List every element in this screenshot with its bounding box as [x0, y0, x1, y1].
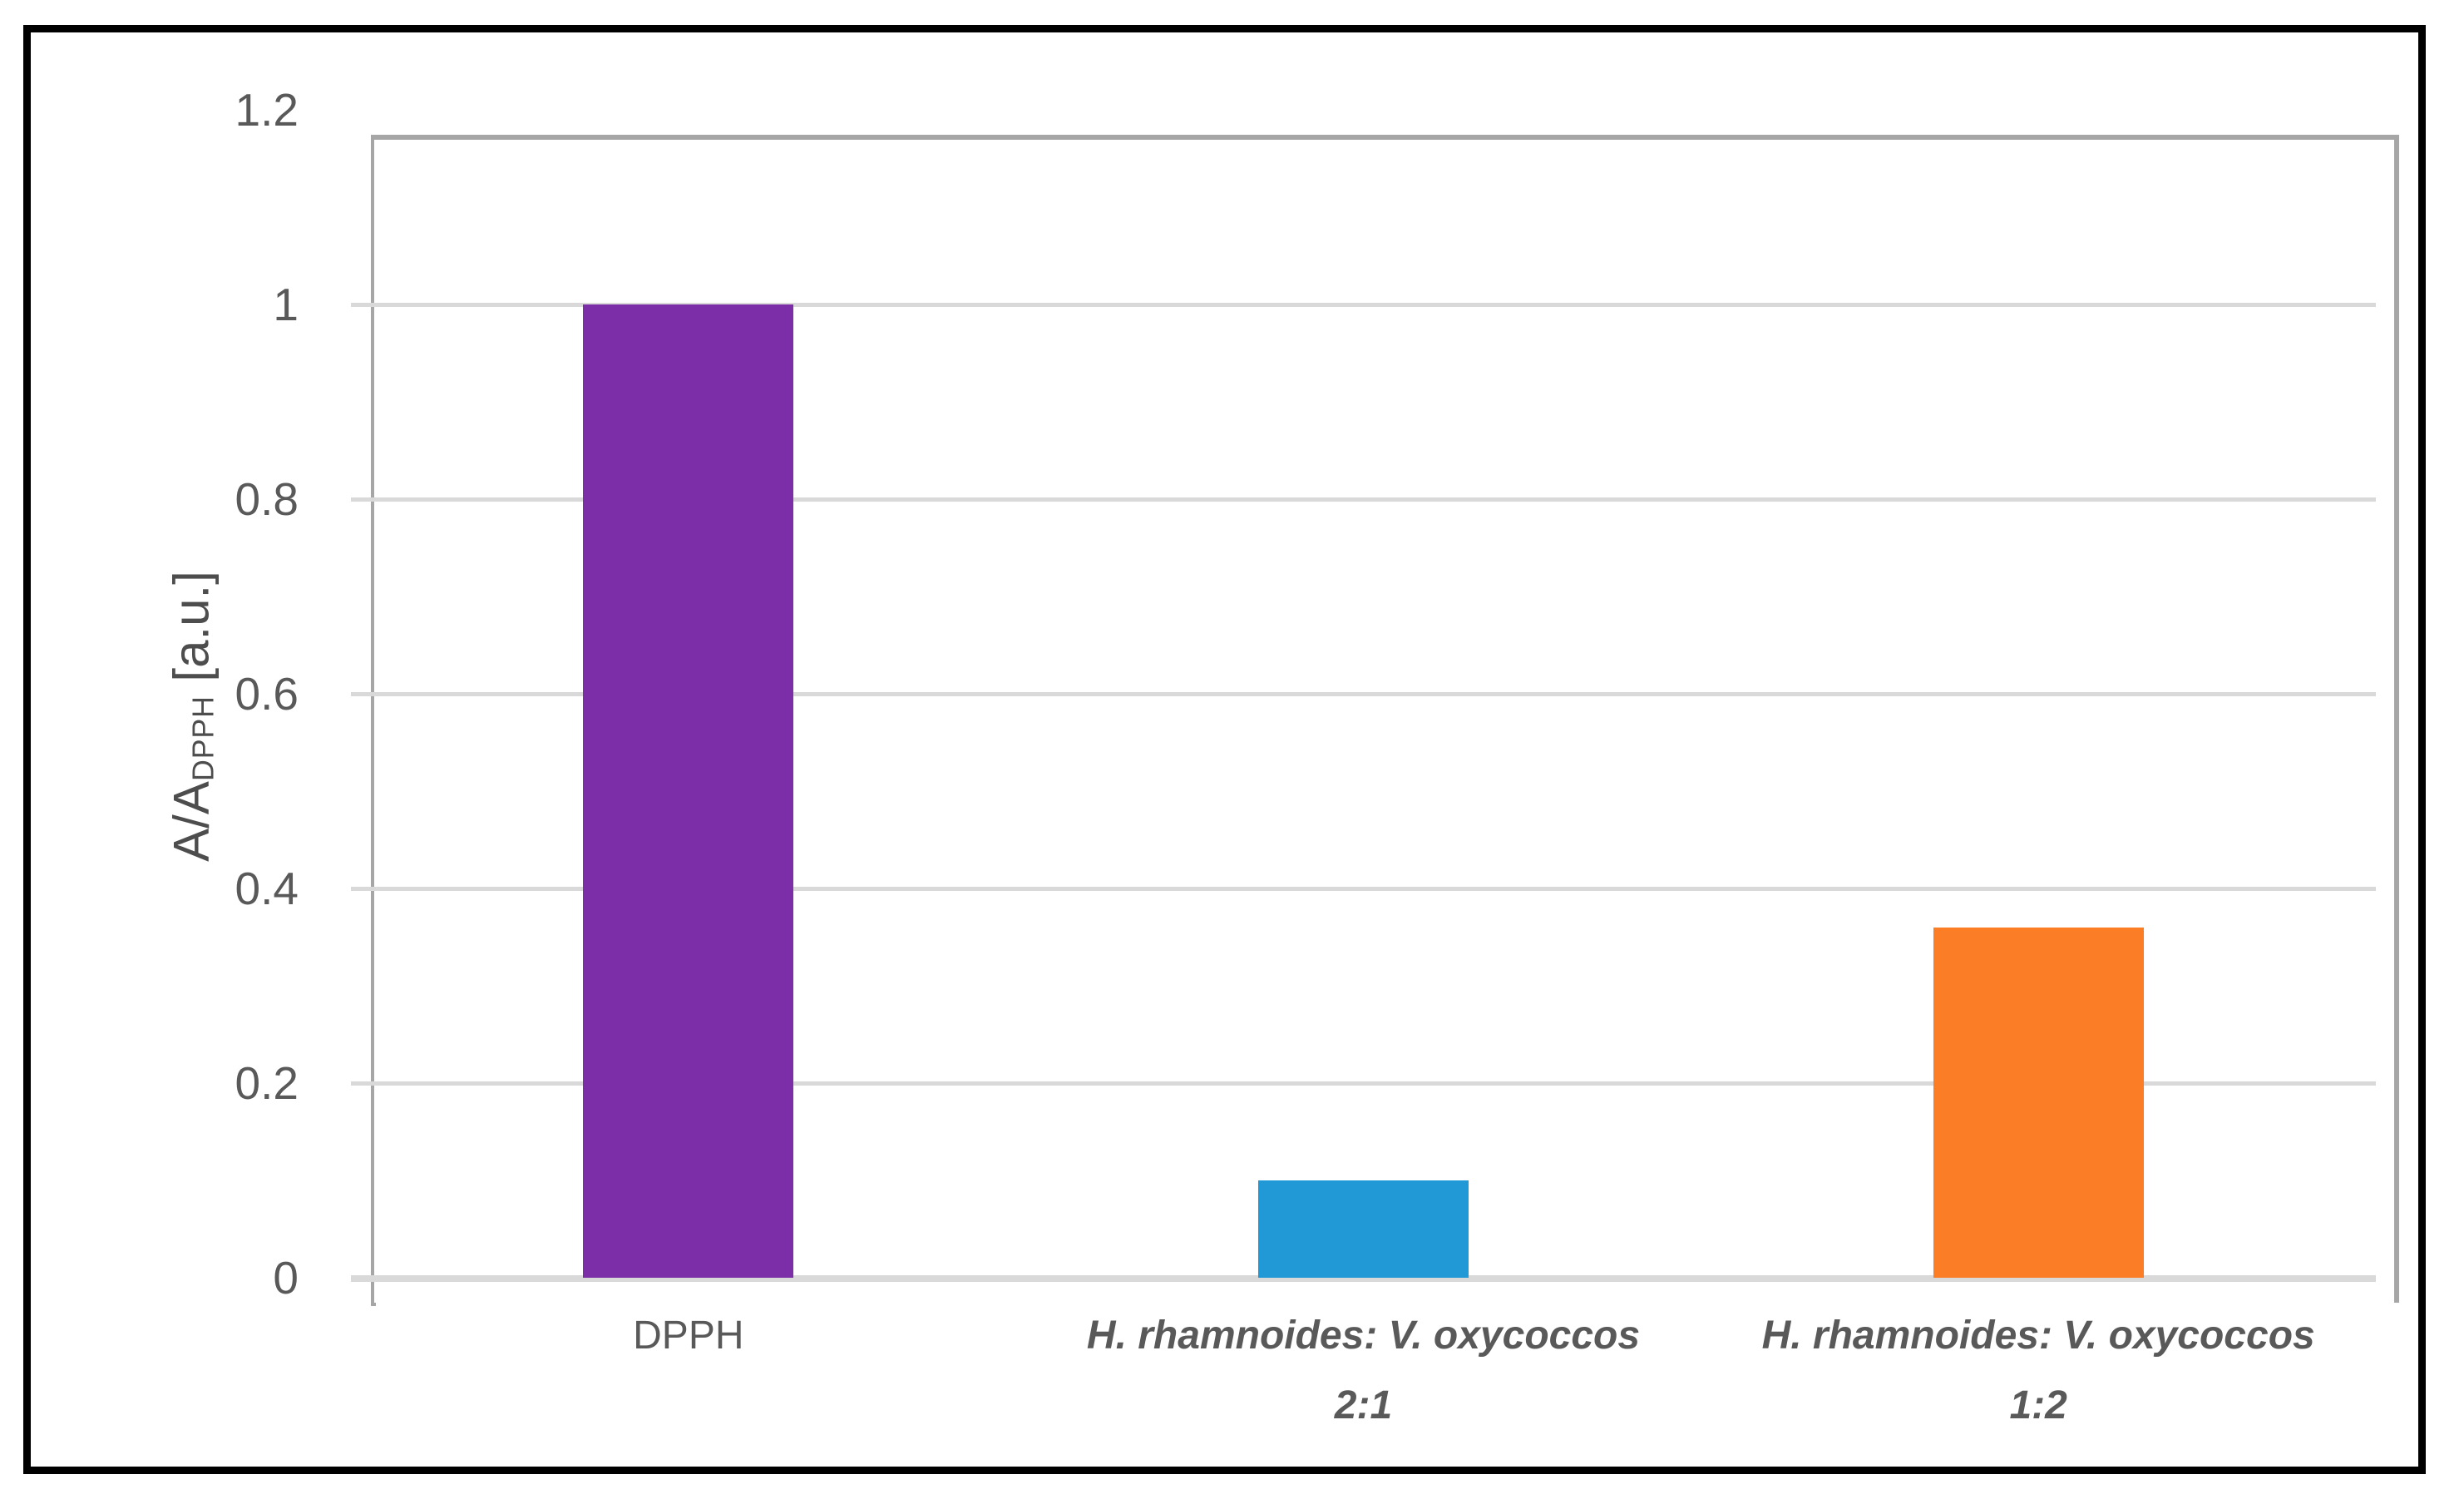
- y-axis-line: [371, 135, 376, 1306]
- x-category-label-2: H. rhamnoides: V. oxycoccos 2:1: [1026, 1301, 1701, 1441]
- gridline-1: [351, 303, 2376, 307]
- bar-dpph: [583, 304, 794, 1278]
- y-axis-title-unit: [a.u.]: [163, 571, 220, 696]
- y-tick-label-0.2: 0.2: [235, 1057, 299, 1109]
- y-tick-label-1.2: 1.2: [235, 84, 299, 136]
- y-tick-label-0.6: 0.6: [235, 668, 299, 720]
- x-category-label-line: H. rhamnoides: V. oxycoccos: [1761, 1314, 2315, 1358]
- x-category-label-line: DPPH: [633, 1314, 744, 1358]
- gridline-0.2: [351, 1081, 2376, 1086]
- y-tick-label-0.4: 0.4: [235, 863, 299, 914]
- x-category-label-line: 1:2: [2009, 1383, 2067, 1427]
- chart-outer-border: 0 0.2 0.4 0.6 0.8 1 1.2 DPPH H. rhamnoides: V. …: [23, 25, 2426, 1474]
- x-category-label-1: DPPH: [351, 1301, 1026, 1371]
- y-tick-label-0.8: 0.8: [235, 473, 299, 525]
- x-category-label-3: H. rhamnoides: V. oxycoccos 1:2: [1701, 1301, 2376, 1441]
- gridline-0.6: [351, 692, 2376, 696]
- x-category-label-line: 2:1: [1334, 1383, 1393, 1427]
- y-tick-label-0: 0: [273, 1252, 299, 1304]
- y-tick-label-1: 1: [273, 279, 299, 330]
- bar-h-rhamnoides-v-oxycoccos-1-2: [1933, 927, 2144, 1278]
- bar-h-rhamnoides-v-oxycoccos-2-1: [1258, 1180, 1469, 1278]
- x-axis-baseline: [351, 1275, 2376, 1282]
- y-axis-title-subscript: DPPH: [185, 695, 220, 782]
- gridline-0.8: [351, 497, 2376, 502]
- x-category-label-line: H. rhamnoides: V. oxycoccos: [1086, 1314, 1641, 1358]
- y-axis-title: A/ADPPH [a.u.]: [163, 571, 220, 862]
- gridline-0.4: [351, 887, 2376, 891]
- y-axis-title-main: A/A: [163, 781, 220, 862]
